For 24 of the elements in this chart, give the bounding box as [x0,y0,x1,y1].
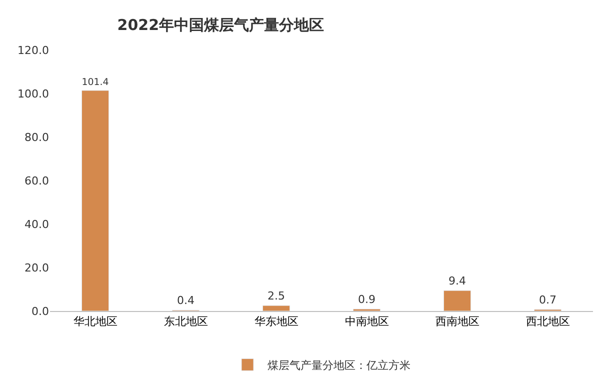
bar [262,305,290,311]
y-tick-label: 80.0 [24,130,49,144]
y-tick-label: 40.0 [24,218,49,231]
x-tick-label: 东北地区 [164,315,208,328]
y-tick-label: 60.0 [24,174,49,188]
data-label: 101.4 [82,76,109,88]
y-tick-label: 120.0 [18,44,49,57]
data-label: 0.4 [177,294,194,308]
chart-title: 2022年中国煤层气产量分地区 [117,16,324,34]
y-tick-label: 0.0 [32,304,49,318]
data-label: 2.5 [268,290,286,303]
x-tick-label: 华东地区 [254,315,298,328]
y-tick-label: 100.0 [18,87,49,100]
data-label: 0.7 [538,293,556,306]
x-tick-label: 西南地区 [435,315,480,328]
x-tick-label: 华北地区 [73,315,118,328]
x-tick-label: 中南地区 [344,315,389,328]
data-label: 0.9 [358,293,376,306]
data-label: 9.4 [448,274,466,288]
legend-label: 煤层气产量分地区：亿立方米 [268,358,410,372]
y-tick-label: 20.0 [24,261,49,274]
bar [81,90,110,311]
bar [443,290,472,311]
x-tick-label: 西北地区 [526,315,570,328]
